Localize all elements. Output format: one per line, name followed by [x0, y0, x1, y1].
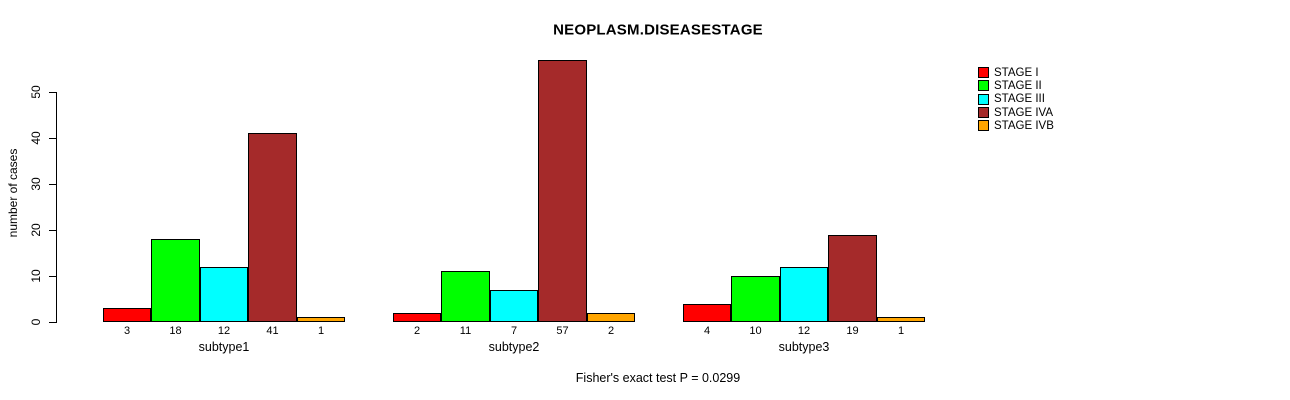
legend-swatch — [978, 93, 989, 105]
legend-label: STAGE IVB — [994, 119, 1054, 132]
bar-value-label: 41 — [266, 325, 279, 337]
bar — [683, 304, 731, 322]
bar-value-label: 12 — [217, 325, 231, 337]
x-category-label: subtype3 — [778, 340, 830, 354]
y-axis-label: number of cases — [6, 148, 20, 238]
legend-item: STAGE III — [978, 93, 1054, 106]
bar — [297, 317, 345, 322]
bar — [151, 239, 200, 322]
caption: Fisher's exact test P = 0.0299 — [575, 371, 741, 385]
bar — [587, 313, 635, 322]
bar-value-label: 18 — [169, 325, 182, 337]
legend-label: STAGE I — [994, 66, 1039, 79]
bar-value-label: 2 — [413, 325, 421, 337]
bar — [441, 271, 490, 322]
bar-value-label: 19 — [846, 325, 859, 337]
y-tick-label: 30 — [29, 177, 43, 191]
chart-title: NEOPLASM.DISEASESTAGE — [553, 21, 763, 39]
y-tick-label: 40 — [29, 131, 43, 145]
bar-value-label: 2 — [607, 325, 615, 337]
x-category-label: subtype2 — [488, 340, 540, 354]
bar-value-label: 1 — [317, 325, 325, 337]
bar — [731, 276, 780, 322]
legend-item: STAGE II — [978, 79, 1054, 92]
y-tick-label: 50 — [29, 85, 43, 99]
bar-value-label: 12 — [797, 325, 811, 337]
y-tick-mark — [49, 321, 56, 323]
x-category-label: subtype1 — [198, 340, 250, 354]
legend-item: STAGE IVB — [978, 119, 1054, 132]
y-tick-mark — [49, 91, 56, 93]
bar — [103, 308, 151, 322]
bar-value-label: 7 — [510, 325, 518, 337]
y-tick-mark — [49, 183, 56, 185]
bar — [538, 60, 587, 322]
y-tick-mark — [49, 137, 56, 139]
bar — [780, 267, 828, 322]
bar-value-label: 3 — [123, 325, 131, 337]
legend-label: STAGE IVA — [994, 106, 1054, 119]
bar — [200, 267, 248, 322]
legend: STAGE I STAGE II STAGE III STAGE IVA STAGE I… — [978, 66, 1054, 132]
legend-swatch — [978, 80, 989, 92]
legend-swatch — [978, 120, 989, 132]
y-tick-label: 10 — [29, 269, 43, 283]
y-tick-label: 20 — [29, 223, 43, 237]
bar-value-label: 11 — [459, 325, 472, 337]
y-tick-mark — [49, 229, 56, 231]
bar — [393, 313, 441, 322]
legend-label: STAGE III — [994, 93, 1045, 106]
legend-item: STAGE IVA — [978, 106, 1054, 119]
legend-item: STAGE I — [978, 66, 1054, 79]
bar — [490, 290, 538, 322]
bar-value-label: 1 — [897, 325, 905, 337]
bar-value-label: 10 — [749, 325, 762, 337]
legend-swatch — [978, 107, 989, 119]
bar-value-label: 4 — [703, 325, 711, 337]
bar-value-label: 57 — [556, 325, 569, 337]
legend-swatch — [978, 67, 989, 79]
y-tick-mark — [49, 275, 56, 277]
legend-label: STAGE II — [994, 79, 1042, 92]
bar — [828, 235, 877, 322]
bar — [248, 133, 297, 322]
y-tick-label: 0 — [29, 318, 43, 326]
y-axis-line — [56, 92, 57, 323]
bar — [877, 317, 925, 322]
